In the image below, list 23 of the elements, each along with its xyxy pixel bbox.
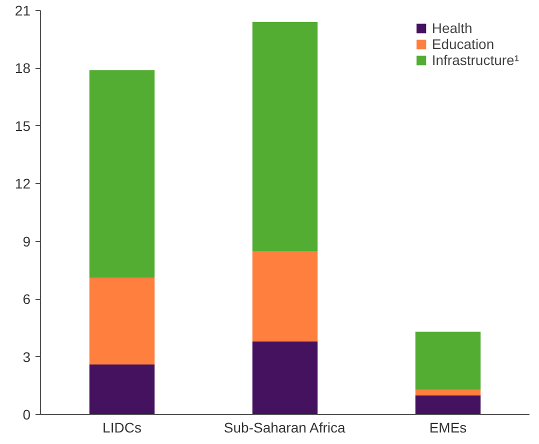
x-tick-label: Sub-Saharan Africa: [224, 420, 346, 436]
bar: [89, 364, 155, 414]
bar: [252, 250, 318, 342]
y-tick-label: 9: [22, 233, 31, 250]
bar: [415, 395, 481, 414]
y-tick-label: 21: [14, 2, 31, 18]
bar: [252, 341, 318, 414]
bar: [89, 278, 155, 364]
y-tick-label: 12: [14, 176, 31, 192]
y-tick-label: 0: [22, 406, 31, 422]
legend-label: Infrastructure¹: [432, 52, 519, 68]
y-tick-label: 6: [22, 291, 31, 308]
x-tick-label: EMEs: [429, 420, 467, 436]
bar: [415, 332, 481, 390]
bar: [415, 389, 481, 396]
bar: [252, 22, 318, 251]
legend-label: Education: [432, 36, 494, 52]
legend-label: Health: [432, 20, 472, 36]
y-tick-label: 3: [22, 348, 31, 365]
x-tick-label: LIDCs: [102, 420, 142, 436]
bar: [89, 70, 155, 278]
y-tick-label: 15: [14, 118, 31, 134]
y-tick-label: 18: [14, 60, 31, 76]
